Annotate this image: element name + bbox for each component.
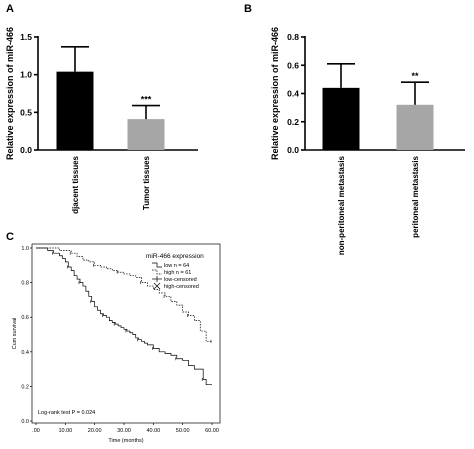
panel-label-c: C <box>6 231 14 243</box>
category-label: Tumor tissues <box>142 155 151 210</box>
bar <box>127 119 165 150</box>
category-label: djacent tissues <box>71 155 80 213</box>
x-tick-label: 10.00 <box>58 428 72 434</box>
bar <box>396 104 434 150</box>
y-axis-label: Cum survival <box>12 318 18 350</box>
legend-entry: high n = 61 <box>164 270 191 276</box>
y-axis-label: Relative expression of miR-466 <box>5 27 15 160</box>
bar <box>322 87 360 150</box>
legend-swatch <box>152 269 162 275</box>
legend-entry: low n = 64 <box>164 263 189 269</box>
y-tick-label: 0.5 <box>20 107 32 117</box>
x-tick-label: 50.00 <box>176 428 190 434</box>
legend-entry: high-censored <box>164 284 199 290</box>
bar <box>56 71 94 150</box>
significance-label: ** <box>411 71 419 81</box>
x-tick-label: 60.00 <box>205 428 219 434</box>
y-tick-label: 1.0 <box>20 70 32 80</box>
x-tick-label: 40.00 <box>146 428 160 434</box>
legend-swatch <box>153 282 161 290</box>
survival-chart-c: 0.0 0.2 0.4 0.6 0.8 1.0 .00 10.00 20.00 30.00 40.0… <box>12 243 221 444</box>
x-tick-label: 20.00 <box>88 428 102 434</box>
legend-swatch <box>152 262 162 268</box>
legend-title: miR-466 expression <box>146 253 204 260</box>
survival-curve <box>36 247 212 386</box>
x-tick-label: 30.00 <box>117 428 131 434</box>
panel-label-a: A <box>6 3 14 15</box>
x-tick-label: .00 <box>32 428 40 434</box>
bar-chart-b: 0.0 0.2 0.4 0.6 0.8 Relative expression of mi… <box>270 27 465 255</box>
y-tick-label: 0.2 <box>287 117 299 127</box>
y-tick-label: 0.8 <box>21 281 29 287</box>
log-rank-annotation: Log-rank test P = 0.024 <box>38 410 95 416</box>
y-tick-label: 0.6 <box>287 60 299 70</box>
bar-chart-a: 0.0 0.5 1.0 1.5 Relative expression of miR-4… <box>5 27 198 214</box>
y-tick-label: 0.8 <box>287 32 299 42</box>
y-axis-label: Relative expression of miR-466 <box>270 27 280 160</box>
panel-label-b: B <box>244 3 252 15</box>
survival-curve <box>36 247 212 342</box>
y-tick-label: 0.0 <box>21 419 29 425</box>
plot-frame <box>31 243 221 424</box>
y-tick-label: 0.0 <box>20 145 32 155</box>
significance-label: *** <box>141 95 152 105</box>
y-tick-label: 0.4 <box>21 350 29 356</box>
y-tick-label: 1.0 <box>21 246 29 252</box>
legend-entry: low-censored <box>164 277 197 283</box>
y-tick-label: 0.6 <box>21 315 29 321</box>
y-tick-label: 0.0 <box>287 145 299 155</box>
y-tick-label: 0.2 <box>21 384 29 390</box>
y-tick-label: 1.5 <box>20 32 32 42</box>
category-label: non-peritoneal metastasis <box>337 155 346 255</box>
category-label: peritoneal metastasis <box>411 155 420 237</box>
x-axis-label: Time (months) <box>108 438 143 444</box>
y-tick-label: 0.4 <box>287 89 299 99</box>
